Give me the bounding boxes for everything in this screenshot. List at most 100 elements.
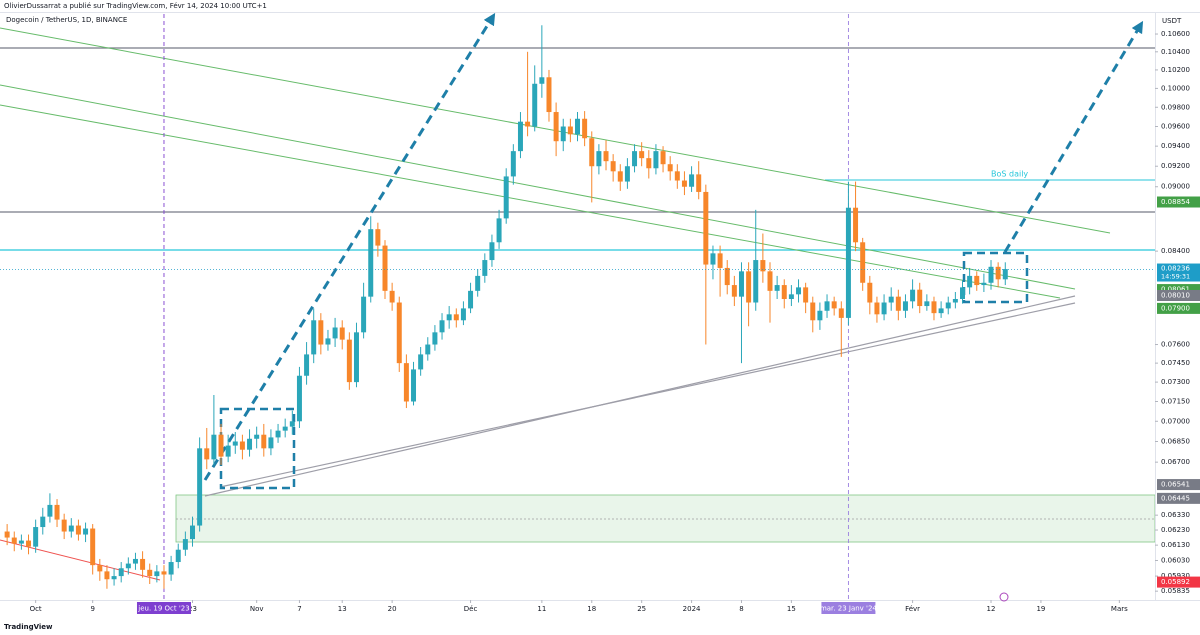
price-label-box	[1157, 263, 1200, 282]
candle-body	[653, 151, 659, 169]
candle-body	[18, 540, 24, 544]
candle-body	[197, 448, 203, 526]
y-tick-label: 0.05835	[1161, 587, 1190, 595]
candle-body	[824, 301, 830, 311]
candle-body	[981, 282, 987, 286]
support-trend-line	[204, 295, 1076, 497]
candle-body	[539, 77, 545, 84]
candle-body	[867, 282, 873, 303]
x-tick-label: 15	[787, 605, 796, 613]
y-tick-label: 0.06700	[1161, 458, 1190, 466]
x-tick-label: 12	[987, 605, 996, 613]
y-tick-label: 0.09800	[1161, 103, 1190, 111]
candle-body	[724, 267, 730, 286]
x-tick-label: 20	[388, 605, 397, 613]
candle-body	[781, 285, 787, 299]
price-label: 0.08236	[1161, 265, 1190, 273]
y-tick-label: 0.09600	[1161, 123, 1190, 131]
candle-body	[26, 540, 32, 547]
date-marker-label: jeu. 19 Oct '23	[137, 605, 189, 613]
candle-body	[111, 576, 117, 580]
candle-body	[888, 296, 894, 303]
candle-body	[182, 539, 188, 550]
candle-body	[960, 287, 965, 299]
support-trend-line	[219, 302, 1076, 488]
x-tick-label: 19	[1036, 605, 1045, 613]
trend-line	[0, 104, 1061, 299]
candle-body	[624, 166, 630, 182]
candle-body	[738, 271, 744, 297]
candle-body	[339, 327, 345, 340]
y-tick-label: 0.10000	[1161, 84, 1190, 92]
y-axis-unit: USDT	[1162, 17, 1182, 25]
y-tick-label: 0.09200	[1161, 162, 1190, 170]
candle-body	[931, 301, 937, 314]
candle-body	[90, 528, 96, 566]
y-tick-label: 0.06850	[1161, 437, 1190, 445]
x-tick-label: 2024	[683, 605, 701, 613]
candle-body	[33, 527, 39, 547]
y-tick-label: 0.07150	[1161, 397, 1190, 405]
y-tick-label: 0.06130	[1161, 541, 1190, 549]
candle-body	[874, 302, 880, 315]
candle-body	[475, 275, 481, 291]
candle-body	[703, 191, 709, 265]
candle-body	[83, 528, 89, 535]
candle-body	[717, 253, 723, 268]
price-label: 0.07900	[1161, 304, 1190, 312]
candle-body	[853, 207, 859, 243]
candle-body	[254, 434, 260, 439]
candle-body	[68, 525, 74, 532]
candle-body	[296, 375, 302, 422]
price-label: 0.06541	[1161, 481, 1190, 489]
x-tick-label: 11	[537, 605, 546, 613]
candle-body	[247, 438, 253, 450]
candle-body	[881, 302, 887, 315]
y-tick-label: 0.07000	[1161, 417, 1190, 425]
candle-body	[268, 437, 274, 449]
candle-body	[175, 549, 181, 563]
y-tick-label: 0.10400	[1161, 48, 1190, 56]
candle-body	[261, 434, 267, 449]
candle-body	[760, 260, 766, 272]
candle-body	[945, 302, 951, 309]
candle-body	[239, 441, 245, 450]
candle-body	[97, 565, 103, 572]
candle-body	[860, 242, 866, 283]
candle-body	[403, 363, 409, 402]
y-tick-label: 0.07450	[1161, 359, 1190, 367]
candle-body	[140, 558, 146, 570]
candle-body	[902, 301, 908, 311]
candle-body	[325, 338, 331, 345]
y-tick-label: 0.06330	[1161, 511, 1190, 519]
candle-body	[311, 320, 317, 355]
candle-body	[275, 430, 281, 438]
candle-body	[803, 287, 809, 303]
candle-body	[646, 158, 652, 169]
candle-body	[482, 260, 488, 276]
candle-body	[910, 289, 916, 302]
price-label: 0.05892	[1161, 578, 1190, 586]
candle-body	[132, 558, 138, 564]
x-tick-label: 9	[90, 605, 94, 613]
y-tick-label: 0.09400	[1161, 142, 1190, 150]
candle-body	[75, 525, 81, 535]
projection-arrow	[203, 12, 496, 481]
candle-body	[746, 271, 752, 303]
candle-body	[845, 207, 851, 318]
candle-body	[710, 253, 716, 265]
drawings	[0, 12, 1156, 581]
candle-body	[810, 302, 816, 321]
candle-body	[468, 290, 474, 309]
y-tick-label: 0.05930	[1161, 572, 1190, 580]
price-label-box	[1157, 576, 1200, 588]
date-marker-label: mar. 23 Janv '24	[820, 605, 877, 613]
candle-body	[489, 242, 495, 261]
candle-body	[61, 519, 67, 532]
candle-body	[532, 83, 538, 127]
candle-body	[753, 260, 759, 303]
date-marker-box	[136, 602, 191, 614]
candle-body	[582, 118, 588, 139]
candle-body	[610, 161, 616, 172]
y-tick-label: 0.10600	[1161, 30, 1190, 38]
